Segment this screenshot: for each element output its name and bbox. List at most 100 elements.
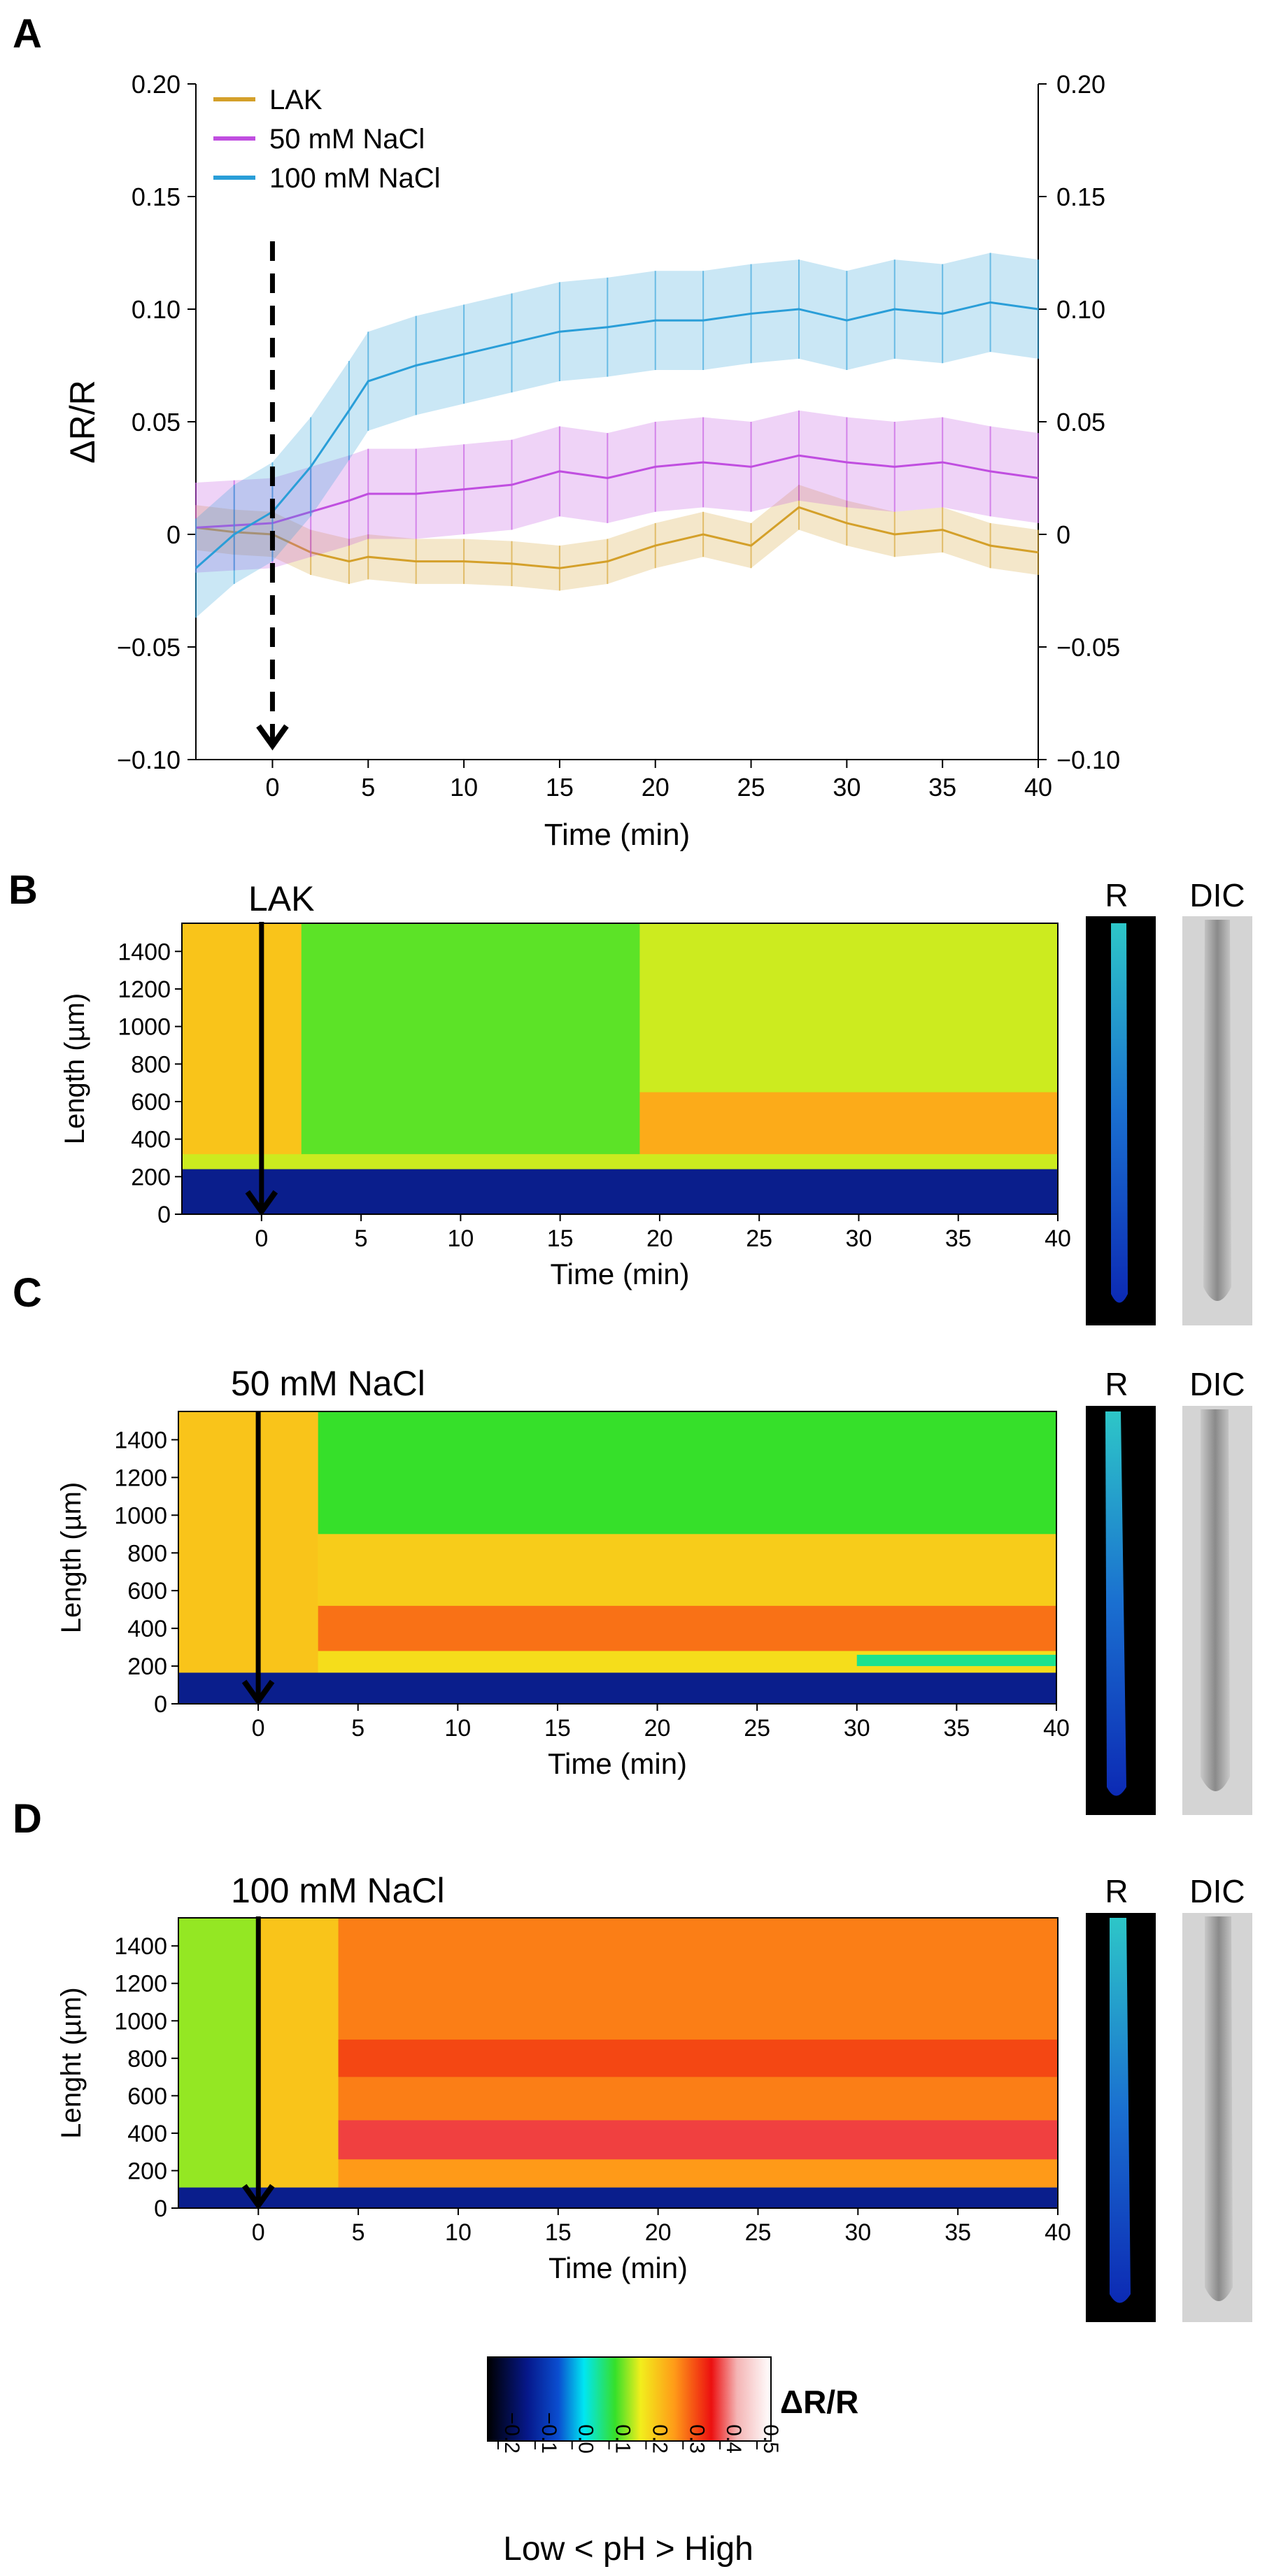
panel-d-title: 100 mM NaCl xyxy=(231,1871,445,1910)
y-tick-label-left: −0.05 xyxy=(117,633,181,662)
colorbar-tick-label: −0.1 xyxy=(537,2412,560,2454)
y-tick-label: 600 xyxy=(131,1089,171,1116)
x-tick-label: 0 xyxy=(255,1225,268,1252)
heatmap-band xyxy=(318,1605,1057,1651)
arrow-head xyxy=(241,1679,275,1706)
x-tick-label: 0 xyxy=(252,2219,265,2246)
x-tick-label: 40 xyxy=(1024,773,1052,802)
y-axis-label: Length (µm) xyxy=(59,993,90,1144)
x-tick-label: 20 xyxy=(642,773,670,802)
x-tick-label: 30 xyxy=(844,1715,870,1742)
side-images-c: R DIC xyxy=(1086,1366,1252,1815)
x-tick-label: 0 xyxy=(252,1715,265,1742)
x-tick-label: 10 xyxy=(445,2219,472,2246)
y-tick-label: 1000 xyxy=(114,2008,167,2035)
x-tick-label: 40 xyxy=(1045,2219,1071,2246)
x-axis-label: Time (min) xyxy=(544,818,691,852)
y-tick-label-left: 0.15 xyxy=(132,183,181,211)
x-tick-label: 5 xyxy=(361,773,375,802)
y-tick-label: 600 xyxy=(127,1578,167,1604)
side-images-b: R DIC xyxy=(1086,877,1252,1325)
heatmap-c: 0 200 400 600 800 1000 1200 1400 0 5 10 15 20 25 30 35 4… xyxy=(56,1411,1070,1780)
heatmap-band xyxy=(182,923,302,1155)
panel-d-letter: D xyxy=(13,1796,42,1842)
y-tick-label-right: 0.10 xyxy=(1056,295,1105,324)
heatmap-band xyxy=(338,1918,1059,2040)
x-tick-label: 10 xyxy=(450,773,478,802)
colorbar-tick-label: 0.3 xyxy=(685,2424,708,2454)
heatmap-band xyxy=(318,1411,1057,1535)
x-tick-label: 5 xyxy=(355,1225,368,1252)
y-tick-label: 1200 xyxy=(114,1971,167,1998)
colorbar-caption: Low < pH > High xyxy=(503,2531,753,2568)
y-tick-label: 400 xyxy=(127,2121,167,2147)
heatmap-band xyxy=(178,1411,318,1673)
legend-label: 50 mM NaCl xyxy=(269,124,425,155)
y-tick-label-right: 0.15 xyxy=(1056,183,1105,211)
y-tick-label-left: 0.20 xyxy=(132,70,181,99)
arrow-head xyxy=(242,2184,275,2210)
x-tick-label: 20 xyxy=(646,1225,673,1252)
error-band-1 xyxy=(196,410,1038,573)
x-tick-label: 5 xyxy=(351,1715,364,1742)
y-tick-label: 1200 xyxy=(118,976,171,1003)
x-tick-label: 15 xyxy=(545,2219,572,2246)
x-tick-label: 30 xyxy=(846,1225,872,1252)
y-axis-label: ΔR/R xyxy=(63,380,102,464)
x-tick-label: 35 xyxy=(944,2219,971,2246)
y-tick-label: 0 xyxy=(154,2196,167,2222)
x-tick-label: 25 xyxy=(745,2219,772,2246)
y-tick-label-left: 0 xyxy=(167,520,181,549)
y-tick-label: 200 xyxy=(127,1653,167,1680)
x-tick-label: 10 xyxy=(444,1715,471,1742)
heatmap-band xyxy=(338,2077,1059,2121)
y-tick-label: 1200 xyxy=(114,1465,167,1491)
x-tick-label: 25 xyxy=(744,1715,770,1742)
heatmap-band xyxy=(258,1918,339,2188)
heatmap-band xyxy=(182,1154,1058,1169)
y-tick-label-right: 0.05 xyxy=(1056,408,1105,436)
heatmap-frame xyxy=(181,923,1059,1215)
y-tick-label-right: 0 xyxy=(1056,520,1070,549)
x-tick-label: 15 xyxy=(544,1715,571,1742)
x-tick-label: 15 xyxy=(546,773,574,802)
heatmap-band xyxy=(639,923,1058,1093)
dic-label-d: DIC xyxy=(1189,1873,1245,1909)
panel-c-letter: C xyxy=(13,1270,42,1316)
heatmap-d: 0 200 400 600 800 1000 1200 1400 0 5 10 15 20 25 30 35 4… xyxy=(56,1916,1071,2284)
x-tick-label: 35 xyxy=(943,1715,970,1742)
x-tick-label: 20 xyxy=(644,1715,671,1742)
heatmap-low-band xyxy=(182,1169,1058,1214)
series-line-1 xyxy=(195,454,1039,529)
r-label-b: R xyxy=(1105,877,1128,913)
y-tick-label: 1400 xyxy=(118,939,171,965)
x-tick-label: 0 xyxy=(265,773,279,802)
colorbar-label: ΔR/R xyxy=(780,2384,858,2420)
x-tick-label: 10 xyxy=(447,1225,474,1252)
dashed-arrow-head xyxy=(256,724,289,750)
x-tick-label: 25 xyxy=(746,1225,772,1252)
y-tick-label: 600 xyxy=(127,2083,167,2109)
heatmap-band xyxy=(639,1092,1058,1155)
x-tick-label: 35 xyxy=(928,773,956,802)
x-axis-label: Time (min) xyxy=(550,1258,689,1290)
x-tick-label: 20 xyxy=(645,2219,672,2246)
side-images-d: R DIC xyxy=(1086,1873,1252,2322)
y-tick-label: 400 xyxy=(131,1127,171,1153)
heatmap-band xyxy=(338,2040,1059,2077)
y-tick-label: 800 xyxy=(127,1540,167,1567)
x-tick-label: 40 xyxy=(1043,1715,1070,1742)
y-tick-label: 0 xyxy=(157,1202,171,1228)
y-axis-label: Lenght (µm) xyxy=(56,1987,87,2138)
panel-b-letter: B xyxy=(8,867,38,913)
heatmap-band xyxy=(338,2159,1059,2188)
heatmap-frame xyxy=(178,1411,1057,1705)
colorbar-tick-label: 0.2 xyxy=(648,2424,671,2454)
error-band-2 xyxy=(196,252,1038,618)
root-dic-b xyxy=(1203,920,1231,1301)
y-tick-label: 1400 xyxy=(114,1933,167,1960)
heatmap-band xyxy=(856,1654,1056,1667)
y-tick-label-right: −0.05 xyxy=(1056,633,1120,662)
heatmap-frame xyxy=(178,1917,1059,2209)
